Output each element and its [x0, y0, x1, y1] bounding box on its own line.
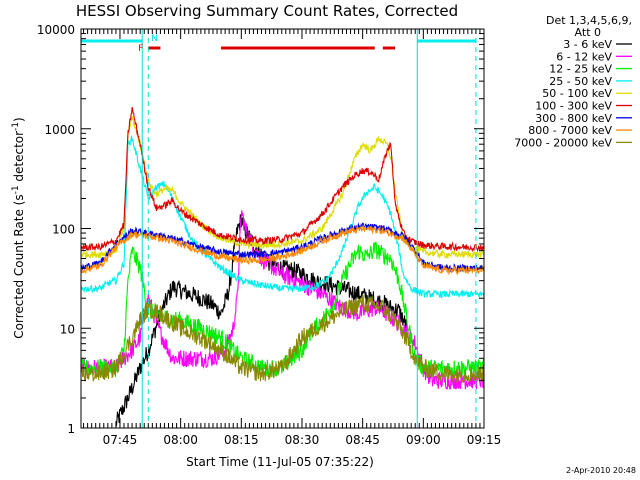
legend-label-5: 100 - 300 keV: [535, 100, 612, 113]
series-line-5: [81, 107, 484, 253]
legend-label-1: 6 - 12 keV: [556, 50, 612, 63]
night-flag-label: N: [151, 34, 158, 44]
legend-label-6: 300 - 800 keV: [535, 112, 612, 125]
y-axis: 1 10 100 1000 10000: [37, 23, 484, 436]
series-line-4: [81, 116, 484, 260]
date-stamp: 2-Apr-2010 20:48: [566, 466, 636, 475]
x-tick-label-6: 09:15: [467, 433, 502, 447]
legend-label-4: 50 - 100 keV: [542, 87, 612, 100]
x-tick-label-4: 08:45: [345, 433, 380, 447]
y-tick-label-0: 1: [67, 422, 75, 436]
x-tick-label-0: 07:45: [103, 433, 138, 447]
x-tick-label-5: 09:00: [406, 433, 441, 447]
x-tick-label-1: 08:00: [163, 433, 198, 447]
legend-label-0: 3 - 6 keV: [563, 38, 612, 51]
y-tick-label-2: 100: [52, 223, 75, 237]
y-axis-label: Corrected Count Rate (s-1 detector-1): [11, 117, 26, 338]
flare-flag-label: F: [138, 44, 143, 54]
chart-title: HESSI Observing Summary Count Rates, Cor…: [76, 2, 458, 20]
x-tick-label-2: 08:15: [224, 433, 259, 447]
y-tick-label-4: 10000: [37, 23, 75, 37]
y-tick-label-1: 10: [60, 322, 75, 336]
series-layer: [81, 107, 484, 427]
legend-header-line-1: Det 1,3,4,5,6,9,: [546, 14, 632, 27]
legend-header-line-2: Att 0: [575, 26, 601, 39]
y-tick-label-3: 1000: [44, 123, 75, 137]
x-tick-label-3: 08:30: [285, 433, 320, 447]
legend-label-3: 25 - 50 keV: [549, 75, 612, 88]
legend-label-7: 800 - 7000 keV: [528, 124, 612, 137]
x-axis-label: Start Time (11-Jul-05 07:35:22): [186, 455, 374, 469]
legend-label-8: 7000 - 20000 keV: [514, 136, 612, 149]
legend-label-2: 12 - 25 keV: [549, 63, 612, 76]
x-axis: 07:45 08:00 08:15 08:30 08:45 09:00 09:15: [83, 29, 502, 447]
